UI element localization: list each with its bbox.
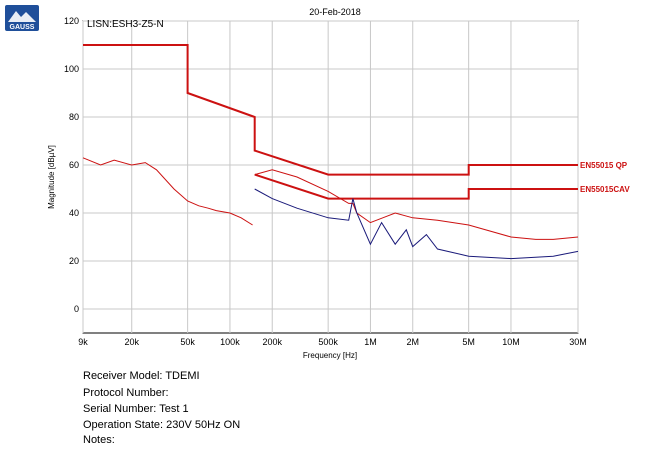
chart-title: LISN:ESH3-Z5-N (87, 19, 164, 30)
operation-state: Operation State: 230V 50Hz ON (83, 419, 241, 431)
average-trace (254, 188, 579, 260)
x-tick-label: 9k (78, 337, 88, 347)
y-tick-label: 60 (69, 160, 79, 170)
peak-trace (254, 169, 579, 240)
limit-label: EN55015 QP (580, 161, 628, 170)
limit-line (83, 44, 578, 176)
x-tick-label: 10M (502, 337, 520, 347)
limit-line (254, 173, 578, 200)
x-tick-labels: 9k 20k 50k 100k 200k 500k 1M 2M 5M 10M 30M (78, 337, 587, 347)
y-tick-label: 100 (64, 64, 79, 74)
x-tick-label: 5M (462, 337, 475, 347)
y-tick-label: 40 (69, 208, 79, 218)
y-tick-labels: 0 20 40 60 80 100 120 (64, 16, 79, 314)
notes: Notes: (83, 434, 115, 446)
emc-chart: GAUSS 20-Feb-2018 0 20 40 60 80 100 120 9k 20k 5… (5, 5, 630, 360)
x-tick-label: 30M (569, 337, 587, 347)
plot-frame (82, 20, 579, 334)
y-tick-label: 0 (74, 304, 79, 314)
y-tick-label: 120 (64, 16, 79, 26)
y-tick-label: 80 (69, 112, 79, 122)
x-tick-label: 2M (406, 337, 419, 347)
gauss-logo: GAUSS (5, 5, 39, 31)
mountain-icon (8, 11, 36, 22)
chart-date: 20-Feb-2018 (309, 7, 361, 17)
logo-text: GAUSS (10, 24, 35, 31)
x-tick-label: 20k (124, 337, 139, 347)
limit-label: EN55015CAV (580, 185, 630, 194)
y-axis-label: Magnitude [dBµV] (47, 145, 56, 209)
receiver-model: Receiver Model: TDEMI (83, 370, 200, 382)
series-group (82, 44, 579, 260)
serial-number: Serial Number: Test 1 (83, 403, 189, 415)
limit-annotations: EN55015 QP EN55015CAV (580, 161, 630, 194)
y-tick-label: 20 (69, 256, 79, 266)
protocol-number: Protocol Number: (83, 387, 169, 399)
x-tick-label: 1M (364, 337, 377, 347)
x-axis-label: Frequency [Hz] (303, 351, 357, 360)
x-tick-label: 50k (180, 337, 195, 347)
x-tick-label: 100k (220, 337, 240, 347)
peak-trace (82, 157, 253, 226)
x-tick-label: 200k (262, 337, 282, 347)
x-tick-label: 500k (318, 337, 338, 347)
